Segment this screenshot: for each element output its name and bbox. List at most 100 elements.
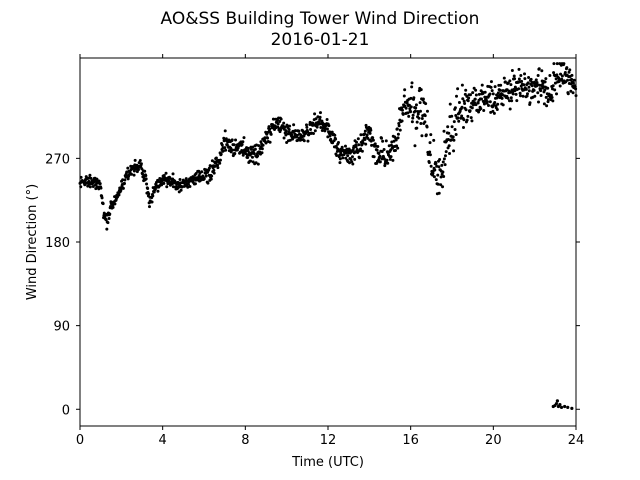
data-point	[555, 73, 559, 77]
data-point	[361, 139, 365, 143]
data-point	[108, 212, 112, 216]
data-point	[519, 73, 523, 77]
data-point	[502, 76, 506, 80]
data-point	[178, 178, 182, 182]
data-point	[529, 77, 533, 81]
data-point	[290, 133, 294, 137]
data-point	[482, 102, 486, 106]
data-point	[499, 83, 503, 87]
data-point	[251, 145, 255, 149]
data-point	[279, 128, 283, 132]
data-point	[318, 111, 322, 115]
data-point	[113, 202, 117, 206]
y-tick-label: 180	[45, 236, 70, 251]
data-point	[461, 97, 465, 101]
data-point	[92, 180, 96, 184]
data-point	[246, 146, 250, 150]
data-point	[563, 70, 567, 74]
data-point	[546, 98, 550, 102]
data-point	[327, 124, 331, 128]
data-point	[527, 85, 531, 89]
data-point	[416, 112, 420, 116]
data-point	[414, 103, 418, 107]
data-point	[553, 88, 557, 92]
data-point	[440, 163, 444, 167]
data-point	[97, 179, 101, 183]
data-point	[572, 78, 576, 82]
data-point	[518, 94, 522, 98]
data-point	[440, 172, 444, 176]
data-point	[517, 67, 521, 71]
data-point	[441, 185, 445, 189]
data-point	[121, 186, 125, 190]
data-point	[384, 139, 388, 143]
data-point	[464, 88, 468, 92]
data-point	[320, 128, 324, 132]
data-point	[385, 158, 389, 162]
data-point	[442, 175, 446, 179]
data-point	[279, 117, 283, 121]
data-point	[381, 139, 385, 143]
data-point	[417, 116, 421, 120]
data-point	[335, 153, 339, 157]
data-point	[442, 157, 446, 161]
data-point	[266, 136, 270, 140]
data-point	[349, 157, 353, 161]
data-point	[570, 73, 574, 77]
data-point	[407, 114, 411, 118]
data-point	[338, 161, 342, 165]
data-point	[106, 221, 110, 225]
data-point	[404, 106, 408, 110]
data-point	[443, 163, 447, 167]
data-point	[372, 155, 376, 159]
data-point	[400, 108, 404, 112]
data-point	[395, 144, 399, 148]
data-point	[88, 173, 92, 177]
data-point	[444, 150, 448, 154]
data-point	[450, 114, 454, 118]
data-point	[534, 78, 538, 82]
data-point	[342, 153, 346, 157]
data-point	[365, 133, 369, 137]
data-point	[288, 138, 292, 142]
data-point	[560, 74, 564, 78]
data-point	[319, 126, 323, 130]
data-point	[498, 88, 502, 92]
data-point	[490, 89, 494, 93]
data-point	[411, 116, 415, 120]
data-point	[378, 154, 382, 158]
data-point	[264, 141, 268, 145]
data-point	[555, 62, 559, 66]
data-point	[517, 77, 521, 81]
data-point	[278, 120, 282, 124]
data-point	[377, 152, 381, 156]
data-point	[267, 125, 271, 129]
data-point	[565, 66, 569, 70]
data-point	[306, 139, 310, 143]
data-point	[510, 68, 514, 72]
data-point	[454, 133, 458, 136]
data-point	[524, 87, 528, 91]
x-tick-label: 4	[159, 433, 167, 448]
data-point	[126, 177, 130, 181]
data-point	[569, 89, 573, 93]
data-point	[443, 154, 447, 158]
data-point	[474, 88, 478, 92]
data-point	[473, 97, 477, 101]
data-point	[288, 124, 292, 128]
data-point	[527, 89, 531, 93]
data-point	[325, 118, 329, 122]
data-point	[268, 127, 272, 131]
data-point	[210, 159, 214, 163]
data-point	[427, 160, 431, 164]
data-point	[537, 100, 540, 104]
data-point	[245, 153, 249, 157]
data-point	[530, 84, 534, 88]
data-point	[185, 179, 189, 183]
data-point	[420, 134, 424, 138]
data-point	[518, 91, 522, 95]
data-point	[216, 163, 220, 167]
data-point	[164, 171, 168, 175]
data-point	[98, 182, 102, 186]
data-point	[489, 85, 493, 89]
